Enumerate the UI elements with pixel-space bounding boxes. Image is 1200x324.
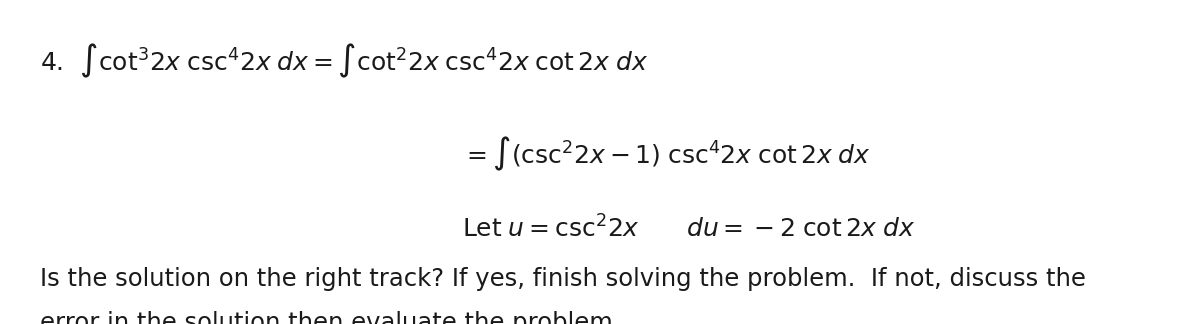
Text: error in the solution then evaluate the problem.: error in the solution then evaluate the …	[40, 311, 620, 324]
Text: 4.  $\int \cot^3\!2x\;\csc^4\!2x\;dx = \int \cot^2\!2x\;\csc^4\!2x\;\cot 2x\;dx$: 4. $\int \cot^3\!2x\;\csc^4\!2x\;dx = \i…	[40, 42, 648, 80]
Text: $\mathrm{Let}\; u = \csc^2\!2x \qquad du = -2\;\cot 2x\;dx$: $\mathrm{Let}\; u = \csc^2\!2x \qquad du…	[462, 215, 916, 243]
Text: Is the solution on the right track? If yes, finish solving the problem.  If not,: Is the solution on the right track? If y…	[40, 267, 1086, 291]
Text: $= \int(\csc^2\!2x - 1)\;\csc^4\!2x\;\cot 2x\;dx$: $= \int(\csc^2\!2x - 1)\;\csc^4\!2x\;\co…	[462, 134, 870, 173]
